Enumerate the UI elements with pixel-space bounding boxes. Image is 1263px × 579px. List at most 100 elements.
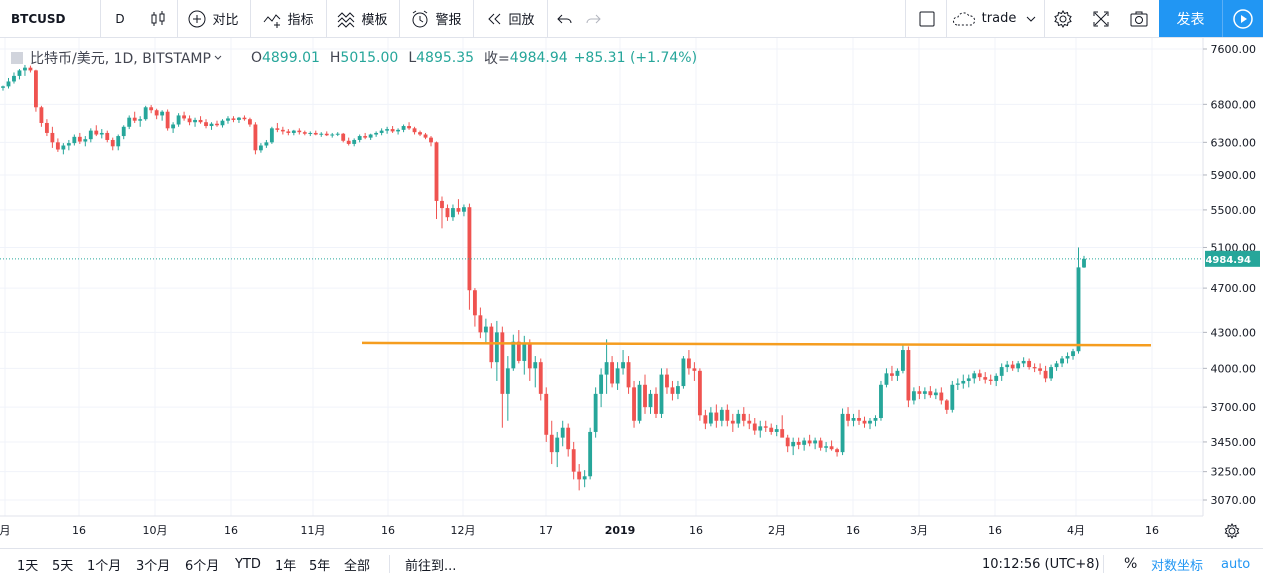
candle	[182, 111, 187, 121]
candle	[560, 420, 565, 447]
candle	[324, 131, 329, 137]
range-6m[interactable]: 6个月	[185, 549, 219, 579]
candle	[215, 120, 219, 127]
symbol-search[interactable]: BTCUSD	[0, 0, 100, 37]
candle	[280, 126, 285, 135]
replay-button[interactable]: 回放	[474, 0, 546, 37]
alert-label: 警报	[435, 13, 462, 28]
candle	[840, 408, 845, 456]
candle	[412, 126, 417, 135]
undo-icon	[557, 14, 572, 23]
snapshot-button[interactable]	[1121, 0, 1157, 37]
log-scale-button[interactable]: 对数坐标	[1151, 549, 1203, 579]
range-1m[interactable]: 1个月	[87, 549, 121, 579]
candle	[681, 356, 686, 389]
candle	[341, 132, 346, 143]
publish-label: 发表	[1176, 11, 1205, 28]
publish-button[interactable]: 发表	[1159, 0, 1222, 37]
range-label: 5年	[309, 558, 331, 574]
range-1y[interactable]: 1年	[275, 549, 296, 579]
candle	[758, 420, 763, 438]
chevron-down-icon[interactable]	[213, 53, 223, 63]
chart-type-button[interactable]	[140, 0, 176, 37]
candle	[94, 125, 99, 137]
candle	[50, 126, 55, 148]
candle	[429, 136, 433, 147]
range-all[interactable]: 全部	[344, 549, 370, 579]
compare-button[interactable]: 对比	[178, 0, 248, 37]
candle	[577, 464, 582, 491]
candle	[922, 387, 927, 400]
candle	[1032, 363, 1037, 373]
candle	[165, 109, 170, 131]
candle	[741, 407, 746, 427]
candle	[105, 130, 110, 143]
compare-label: 对比	[212, 13, 239, 28]
layout-menu[interactable]: trade	[947, 0, 1043, 37]
candle	[791, 437, 796, 456]
candle	[906, 346, 911, 408]
candle	[774, 424, 779, 437]
candle	[1, 85, 5, 91]
candle	[198, 116, 203, 124]
legend-title[interactable]: 比特币/美元, 1D, BITSTAMP	[30, 51, 211, 67]
candle	[829, 440, 834, 451]
redo-button[interactable]	[580, 0, 606, 37]
candle	[538, 358, 543, 401]
low-label: L	[408, 50, 417, 66]
candle	[193, 117, 197, 127]
candle	[1065, 352, 1070, 364]
candle	[994, 373, 999, 387]
candle	[483, 318, 488, 345]
candle	[467, 203, 472, 310]
auto-scale-button[interactable]: auto	[1221, 549, 1250, 579]
range-5d[interactable]: 5天	[52, 549, 73, 579]
symbol-label: BTCUSD	[11, 11, 66, 26]
rewind-icon	[488, 13, 501, 24]
timezone-clock[interactable]: 10:12:56 (UTC+8)	[982, 549, 1100, 579]
fullscreen-select-button[interactable]	[908, 0, 946, 37]
candle	[868, 418, 872, 430]
candle	[900, 344, 905, 374]
fullscreen-button[interactable]	[1083, 0, 1119, 37]
undo-button[interactable]	[552, 0, 578, 37]
settings-button[interactable]	[1045, 0, 1081, 37]
candle	[99, 129, 104, 139]
candle	[396, 128, 401, 135]
candle	[127, 115, 132, 130]
range-label: 1天	[17, 558, 39, 574]
candle	[621, 350, 625, 375]
price-tick-label: 5900.00	[1211, 169, 1257, 182]
candle	[1060, 356, 1064, 368]
price-chart[interactable]: 7600.006800.006300.005900.005500.005100.…	[0, 38, 1263, 548]
candle	[961, 374, 966, 389]
axis-settings-gear-icon[interactable]	[1224, 522, 1240, 540]
candle	[736, 409, 741, 428]
range-ytd[interactable]: YTD	[235, 549, 261, 579]
goto-date-button[interactable]: 前往到...	[405, 549, 456, 579]
time-tick-label: 16	[988, 524, 1002, 537]
range-3m[interactable]: 3个月	[136, 549, 170, 579]
candle	[703, 409, 708, 430]
candle	[489, 323, 494, 369]
interval-button[interactable]: D	[100, 0, 140, 37]
range-1d[interactable]: 1天	[17, 549, 38, 579]
range-label: 6个月	[185, 558, 220, 574]
templates-button[interactable]: 模板	[327, 0, 397, 37]
percent-scale-button[interactable]: %	[1124, 549, 1137, 579]
price-tick-label: 3700.00	[1211, 401, 1257, 414]
range-5y[interactable]: 5年	[309, 549, 330, 579]
candle	[999, 363, 1004, 381]
time-tick-label: 16	[846, 524, 860, 537]
candle	[955, 378, 960, 390]
gear-icon	[1054, 9, 1072, 28]
candle	[917, 386, 922, 400]
candle	[511, 334, 516, 371]
candle	[1016, 360, 1021, 373]
price-tick-label: 6300.00	[1211, 136, 1257, 149]
candle	[615, 362, 620, 390]
play-button[interactable]	[1222, 0, 1263, 37]
clock-label: 10:12:56 (UTC+8)	[982, 556, 1100, 572]
indicators-button[interactable]: 指标	[251, 0, 325, 37]
alert-button[interactable]: 警报	[400, 0, 472, 37]
